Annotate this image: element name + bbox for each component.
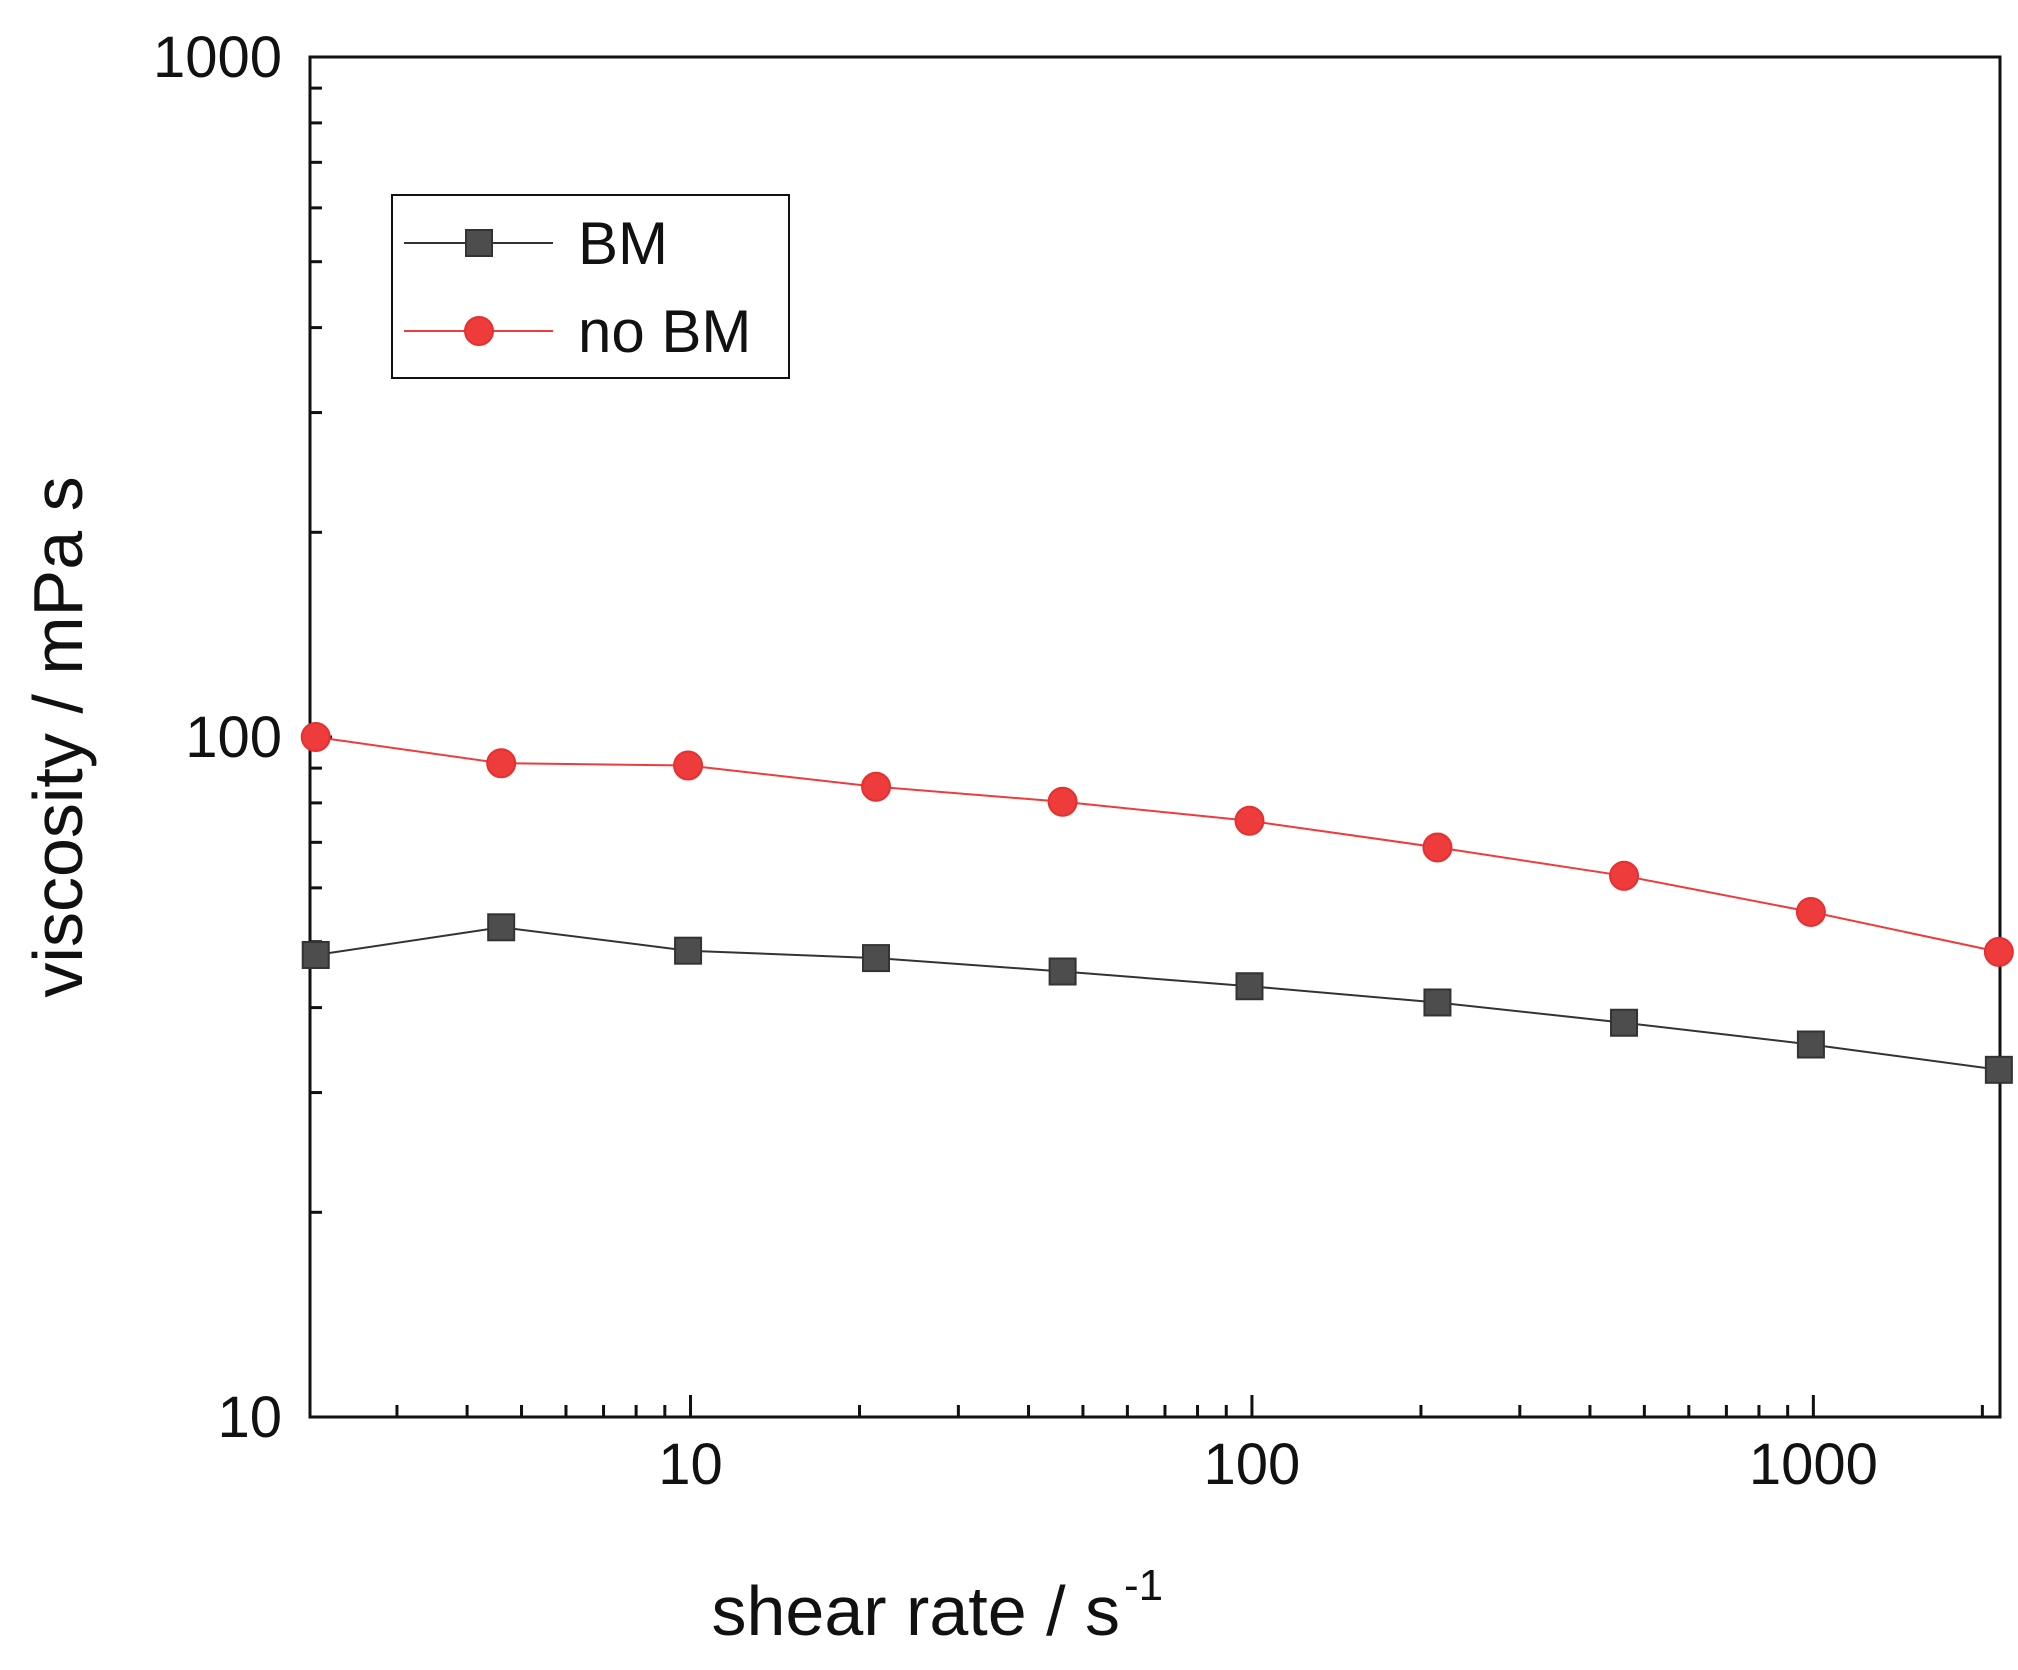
y-minor-ticks [310,86,322,1214]
x-axis-title-text: shear rate / s [711,1572,1120,1650]
x-tick-label: 1000 [1749,1432,1878,1497]
data-point-no-bm [1609,860,1640,891]
data-point-bm [1796,1030,1825,1059]
data-point-bm [487,913,516,942]
series-line-no-bm [315,736,2000,953]
x-tick-label: 100 [1204,1432,1301,1497]
y-tick-label: 1000 [153,25,282,90]
x-axis-ticks: 10 100 1000 [658,1395,1878,1497]
data-point-bm [1610,1008,1639,1037]
data-point-no-bm [1795,896,1826,927]
data-point-bm [301,940,330,969]
series-no-bm [300,722,2014,967]
y-axis-title: viscosity / mPa s [19,476,97,997]
data-point-no-bm [861,771,892,802]
legend-label-no-bm: no BM [578,298,751,365]
data-point-bm [862,944,891,973]
data-point-bm [1984,1055,2013,1084]
data-point-bm [1048,957,1077,986]
data-point-no-bm [1983,936,2014,967]
y-tick-label: 10 [217,1385,282,1450]
x-minor-ticks [395,1405,1984,1417]
data-point-no-bm [486,748,517,779]
data-point-no-bm [1234,805,1265,836]
legend-label-bm: BM [578,210,668,277]
legend-marker-no-bm [464,316,494,346]
data-point-no-bm [673,750,704,781]
data-point-bm [1235,972,1264,1001]
data-point-bm [674,936,703,965]
data-point-bm [1423,988,1452,1017]
legend: BM no BM [391,194,790,379]
data-point-no-bm [1422,832,1453,863]
x-axis-title: shear rate / s [711,1572,1120,1650]
data-point-no-bm [300,722,331,752]
legend-marker-bm [465,229,493,257]
series-layer [300,722,2014,1084]
y-tick-label: 100 [185,705,282,770]
series-bm [301,913,2013,1084]
x-axis-title-superscript: -1 [1124,1561,1163,1610]
y-axis-ticks: 10 100 1000 [153,25,332,1450]
x-tick-label: 10 [658,1432,723,1497]
data-point-no-bm [1047,786,1078,817]
legend-box [391,194,790,379]
series-line-bm [315,926,2000,1071]
